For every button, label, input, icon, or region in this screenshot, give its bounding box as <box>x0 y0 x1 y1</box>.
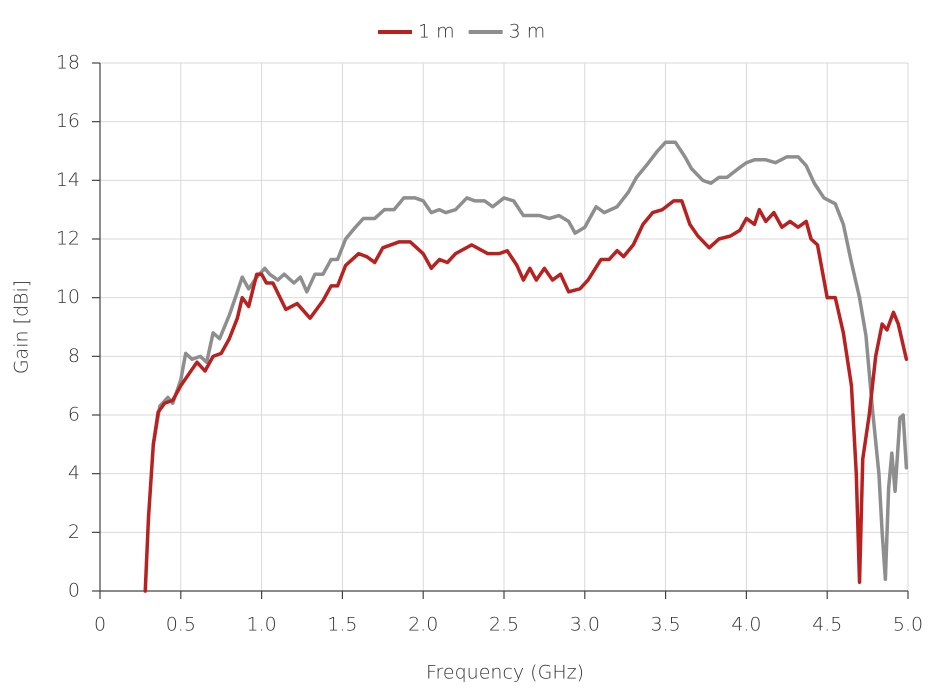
y-tick-label: 16 <box>56 110 80 132</box>
line <box>151 140 909 582</box>
legend-label: 1 m <box>418 21 455 43</box>
y-tick-label: 10 <box>56 286 80 308</box>
y-tick-label: 2 <box>68 521 80 543</box>
legend-label: 3 m <box>509 21 546 43</box>
x-tick-label: 5.0 <box>893 614 923 636</box>
y-tick-label: 4 <box>68 462 80 484</box>
x-tick-label: 1.0 <box>246 614 276 636</box>
x-tick-label: 1.5 <box>327 614 357 636</box>
y-axis-label: Gain [dBi] <box>11 280 33 374</box>
x-tick-label: 0.5 <box>166 614 196 636</box>
y-tick-label: 8 <box>68 345 80 367</box>
x-tick-label: 0 <box>94 614 106 636</box>
x-tick-label: 3.5 <box>650 614 680 636</box>
x-tick-label: 4.0 <box>731 614 761 636</box>
x-axis-label: Frequency (GHz) <box>426 662 584 684</box>
y-tick-label: 12 <box>56 228 80 250</box>
y-tick-label: 18 <box>56 52 80 74</box>
x-tick-label: 3.0 <box>570 614 600 636</box>
x-tick-label: 4.5 <box>812 614 842 636</box>
y-tick-label: 0 <box>68 580 80 602</box>
y-tick-label: 14 <box>56 169 80 191</box>
line <box>143 199 909 593</box>
x-tick-label: 2.5 <box>489 614 519 636</box>
y-tick-label: 6 <box>68 404 80 426</box>
x-tick-label: 2.0 <box>408 614 438 636</box>
